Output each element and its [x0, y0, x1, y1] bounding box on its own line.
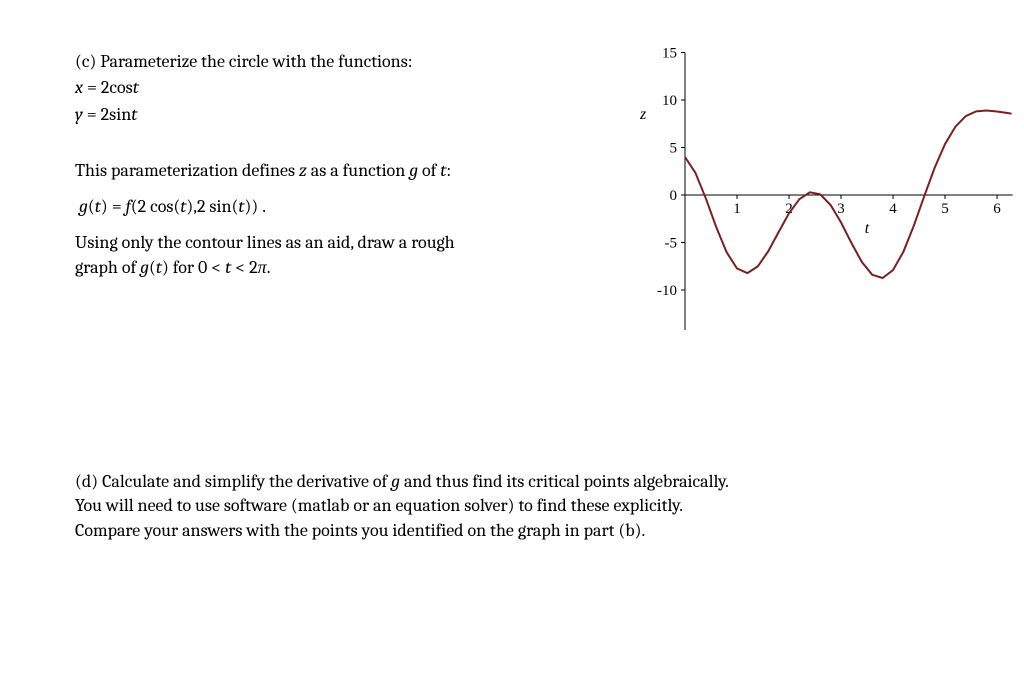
rough-graph-instruction-2: graph of g(t) for 0 < t < 2π. — [75, 256, 575, 280]
svg-text:6: 6 — [993, 201, 1001, 217]
g-definition: g(t) = f(2 cos(t),2 sin(t)) . — [75, 195, 575, 219]
svg-text:15: 15 — [662, 46, 677, 62]
svg-text:-10: -10 — [657, 283, 677, 299]
equation-x: x = 2cost — [75, 76, 575, 100]
svg-text:1: 1 — [733, 201, 741, 217]
svg-text:0: 0 — [670, 188, 678, 204]
svg-text:4: 4 — [889, 201, 897, 217]
svg-text:5: 5 — [941, 201, 949, 217]
chart-g-of-t: -15-10-5051015123456zt — [615, 40, 1015, 340]
part-d-line-3: Compare your answers with the points you… — [75, 519, 955, 543]
svg-text:-5: -5 — [665, 236, 678, 252]
part-d-line-1: (d) Calculate and simplify the derivativ… — [75, 470, 955, 494]
svg-text:10: 10 — [662, 93, 677, 109]
part-c-intro: (c) Parameterize the circle with the fun… — [75, 50, 575, 74]
equation-y: y = 2sint — [75, 103, 575, 127]
param-text: This parameterization defines z as a fun… — [75, 159, 575, 183]
svg-text:t: t — [865, 220, 870, 237]
svg-text:5: 5 — [670, 141, 678, 157]
rough-graph-instruction-1: Using only the contour lines as an aid, … — [75, 231, 575, 255]
part-d-line-2: You will need to use software (matlab or… — [75, 494, 955, 518]
svg-text:3: 3 — [837, 201, 845, 217]
svg-text:z: z — [639, 106, 647, 123]
